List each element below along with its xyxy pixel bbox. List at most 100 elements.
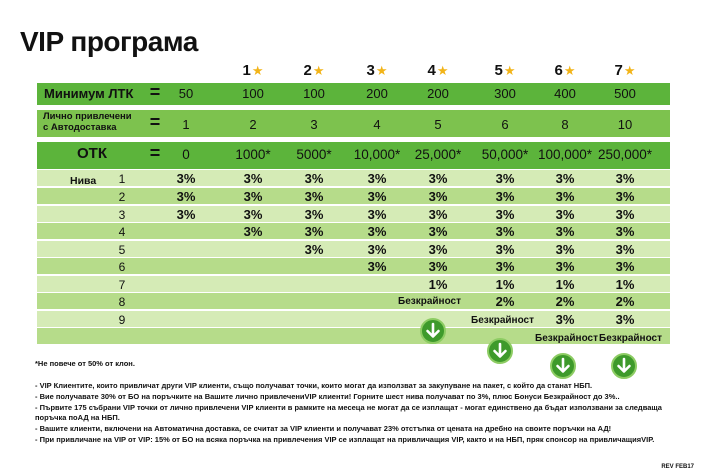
ltk-value: 100	[242, 86, 264, 101]
level-percentage: 3%	[176, 171, 196, 186]
level-percentage: 3%	[367, 242, 387, 257]
star-level-number: 2	[303, 62, 312, 79]
level-band-5	[37, 241, 670, 257]
ltk-value: 200	[366, 86, 388, 101]
level-percentage: 3%	[615, 259, 635, 274]
level-number: 9	[118, 313, 126, 327]
personal-value: 5	[434, 117, 442, 132]
level-percentage: 3%	[615, 242, 635, 257]
level-percentage: 3%	[428, 242, 448, 257]
otk-value: 250,000*	[597, 147, 653, 162]
star-icon: ★	[563, 63, 576, 78]
level-number: 5	[118, 243, 126, 257]
star-icon: ★	[251, 63, 264, 78]
footnote-4: поръчка поАД на НБП.	[35, 413, 120, 422]
personal-value: 1	[182, 117, 190, 132]
level-number: 8	[118, 295, 126, 309]
level-band-9	[37, 311, 670, 327]
level-number: 2	[118, 190, 126, 204]
otk-value: 10,000*	[353, 147, 401, 162]
otk-value: 100,000*	[537, 147, 593, 162]
level-percentage: 3%	[555, 189, 575, 204]
level-percentage: 2%	[495, 294, 515, 309]
level-band-1	[37, 170, 670, 186]
ltk-value: 400	[554, 86, 576, 101]
level-percentage: 3%	[428, 171, 448, 186]
footnote-1: - VIP Клиентите, които привличат други V…	[35, 381, 593, 390]
otk-value: 1000*	[235, 147, 271, 162]
level-number: 1	[118, 172, 126, 186]
personal-value: 3	[310, 117, 318, 132]
otk-band	[37, 142, 670, 169]
level-percentage: 3%	[495, 259, 515, 274]
level-percentage: 3%	[428, 189, 448, 204]
level-number: 3	[118, 208, 126, 222]
level-number: 4	[118, 225, 126, 239]
level-percentage: 3%	[615, 207, 635, 222]
level-percentage: 3%	[367, 259, 387, 274]
star-level-header: 1★	[223, 62, 283, 79]
level-percentage: 3%	[367, 171, 387, 186]
level-percentage: 3%	[615, 224, 635, 239]
otk-label: ОТК	[77, 145, 107, 162]
star-level-number: 6	[554, 62, 563, 79]
level-number: 7	[118, 278, 126, 292]
footnote-5: - Вашите клиенти, включени на Автоматичн…	[35, 424, 612, 433]
level-percentage: 3%	[243, 171, 263, 186]
star-icon: ★	[375, 63, 388, 78]
level-band-7	[37, 276, 670, 292]
level-percentage: 3%	[555, 224, 575, 239]
level-percentage: 2%	[615, 294, 635, 309]
levels-label: Нива	[70, 175, 97, 187]
level-percentage: 3%	[495, 171, 515, 186]
level-percentage: 1%	[495, 277, 515, 292]
level-percentage: 3%	[367, 189, 387, 204]
star-level-number: 4	[427, 62, 436, 79]
star-icon: ★	[503, 63, 516, 78]
level-percentage: 3%	[495, 242, 515, 257]
otk-value: 5000*	[296, 147, 332, 162]
level-percentage: 3%	[555, 259, 575, 274]
infinity-label-col6: Безкрайност	[535, 333, 599, 344]
footnote-6: - При привличане на VIP от VIP: 15% от Б…	[35, 435, 655, 444]
personal-label: Лично привлечени с Автодоставка	[43, 111, 132, 133]
personal-value: 4	[373, 117, 381, 132]
personal-value: 2	[249, 117, 257, 132]
ltk-value: 100	[303, 86, 325, 101]
level-percentage: 3%	[304, 171, 324, 186]
footnote-2: - Вие получавате 30% от БО на поръчките …	[35, 392, 620, 401]
level-band-3	[37, 206, 670, 222]
ltk-value: 200	[427, 86, 449, 101]
level-percentage: 3%	[304, 242, 324, 257]
star-level-header: 4★	[408, 62, 468, 79]
star-level-header: 7★	[595, 62, 655, 79]
personal-value: 6	[501, 117, 509, 132]
level-percentage: 3%	[555, 242, 575, 257]
footnote-3: - Първите 175 събрани VIP точки от лично…	[35, 403, 662, 412]
level-band-8	[37, 293, 670, 309]
level-percentage: 3%	[428, 259, 448, 274]
star-level-header: 5★	[475, 62, 535, 79]
level-percentage: 3%	[243, 207, 263, 222]
ltk-label: Минимум ЛТК	[44, 86, 134, 101]
otk-value: 0	[182, 147, 190, 162]
ltk-equals: =	[149, 82, 161, 102]
level-percentage: 3%	[555, 312, 575, 327]
level-percentage: 3%	[615, 312, 635, 327]
footnote-0: *Не повече от 50% от клон.	[35, 359, 135, 368]
level-percentage: 3%	[367, 207, 387, 222]
level-percentage: 2%	[555, 294, 575, 309]
page-title: VIP програма	[20, 26, 198, 57]
level-percentage: 3%	[495, 207, 515, 222]
level-band-2	[37, 188, 670, 204]
level-percentage: 3%	[304, 224, 324, 239]
personal-value: 10	[617, 117, 633, 132]
level-percentage: 3%	[367, 224, 387, 239]
star-level-number: 1	[242, 62, 251, 79]
level-percentage: 3%	[615, 171, 635, 186]
ltk-value: 500	[614, 86, 636, 101]
level-percentage: 1%	[555, 277, 575, 292]
personal-equals: =	[149, 112, 161, 132]
level-percentage: 3%	[243, 224, 263, 239]
otk-value: 25,000*	[414, 147, 462, 162]
